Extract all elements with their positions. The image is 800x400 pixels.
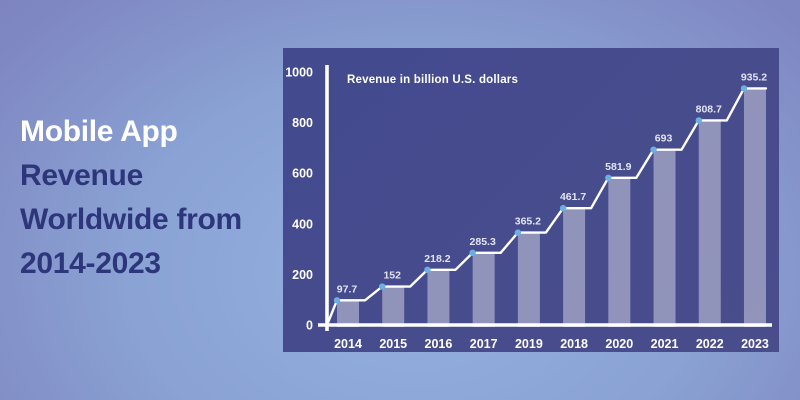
x-tick-label: 2015	[379, 337, 407, 351]
value-label: 808.7	[696, 103, 722, 115]
bar-2020	[608, 177, 631, 327]
data-point-2023	[740, 85, 748, 92]
bar-2022	[698, 120, 721, 328]
x-tick-label: 2019	[515, 337, 543, 351]
x-tick-label: 2014	[334, 337, 362, 351]
x-tick-label: 2023	[741, 337, 769, 351]
value-label: 461.7	[560, 191, 586, 203]
bar-2016	[427, 269, 450, 327]
data-point-2018	[559, 204, 567, 212]
value-label: 218.2	[424, 253, 450, 265]
headline-line-3: Worldwide from	[20, 203, 242, 236]
bar-2014	[337, 300, 359, 327]
data-point-2021	[650, 146, 657, 153]
bar-2018	[563, 208, 586, 327]
value-label: 693	[655, 133, 673, 145]
value-label: 935.2	[741, 71, 767, 83]
bar-2017	[472, 252, 495, 327]
x-tick-label: 2017	[470, 337, 498, 351]
bar-2021	[653, 149, 676, 327]
trend-line	[325, 87, 768, 327]
data-point-2022	[695, 117, 702, 124]
data-point-2014	[333, 297, 341, 304]
headline-line-1: Mobile App	[20, 115, 178, 148]
x-tick-label: 2016	[425, 337, 453, 351]
x-tick-label: 2022	[696, 337, 724, 351]
chart-panel: 0 200 400 600 800 1000 2014 2015 2016 2017 2019 201…	[283, 48, 779, 352]
data-point-2016	[424, 266, 431, 273]
headline-line-2: Revenue	[20, 159, 143, 192]
data-point-2015	[379, 283, 386, 290]
y-tick-label: 600	[292, 167, 313, 181]
data-point-2017	[469, 249, 476, 257]
bar-2015	[382, 286, 405, 327]
data-point-2019	[514, 229, 522, 236]
bar-line-chart: 0 200 400 600 800 1000 2014 2015 2016 2017 2019 201…	[285, 65, 772, 351]
value-label: 152	[383, 270, 401, 282]
value-label: 365.2	[515, 216, 541, 228]
chart-title: Revenue in billion U.S. dollars	[347, 74, 519, 86]
headline-line-4: 2014-2023	[20, 247, 161, 280]
y-tick-label: 200	[292, 268, 313, 282]
y-tick-label: 800	[292, 116, 313, 130]
x-tick-label: 2018	[560, 337, 588, 351]
data-point-2020	[605, 174, 612, 181]
x-tick-label: 2020	[605, 337, 633, 351]
value-label: 97.7	[337, 283, 358, 295]
y-tick-label: 400	[292, 217, 313, 231]
bar-2023	[743, 88, 766, 327]
value-label: 285.3	[470, 236, 496, 248]
x-tick-label: 2021	[651, 337, 679, 351]
y-tick-label: 0	[306, 319, 313, 333]
y-tick-label: 1000	[285, 66, 313, 80]
bar-2019	[517, 232, 540, 327]
headline: Mobile App Revenue Worldwide from 2014-2…	[20, 110, 282, 286]
value-label: 581.9	[605, 161, 631, 173]
